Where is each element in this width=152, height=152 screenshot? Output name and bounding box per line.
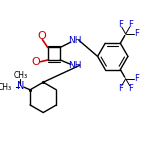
Text: CH₃: CH₃	[13, 71, 27, 80]
Text: NH: NH	[69, 61, 82, 70]
Text: CH₃: CH₃	[0, 83, 12, 92]
Text: F: F	[118, 84, 123, 93]
Text: F: F	[134, 74, 139, 83]
Text: N: N	[17, 81, 24, 91]
Text: F: F	[118, 20, 123, 29]
Text: F: F	[129, 20, 133, 29]
Text: O: O	[32, 57, 40, 67]
Text: O: O	[37, 31, 46, 41]
Text: F: F	[134, 29, 139, 38]
Text: F: F	[129, 84, 133, 93]
Text: NH: NH	[69, 36, 82, 45]
